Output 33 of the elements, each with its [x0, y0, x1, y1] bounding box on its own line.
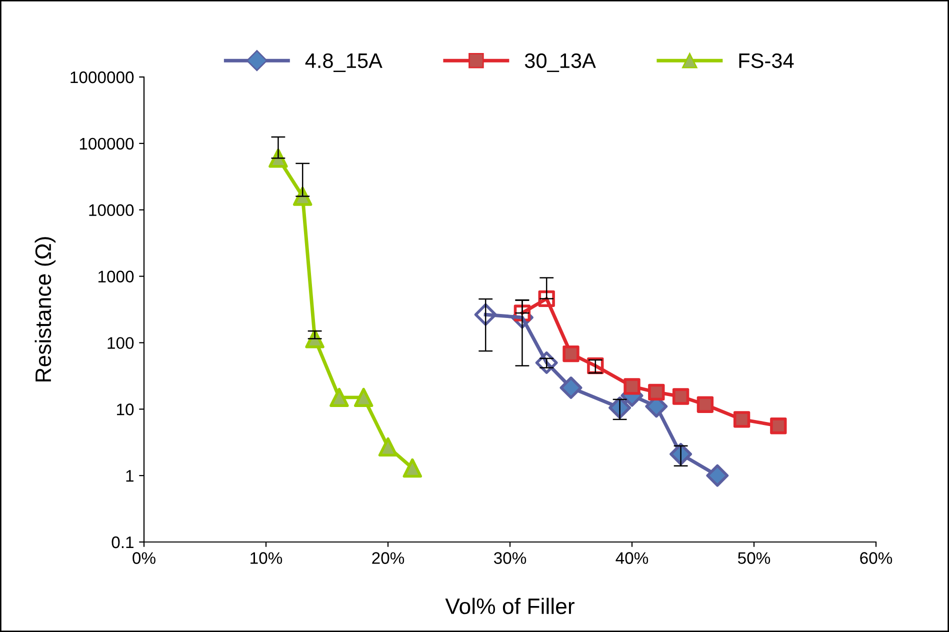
legend-label: FS-34: [739, 53, 794, 68]
legend-label: 30_13A: [524, 53, 596, 72]
point: [624, 378, 640, 395]
point: [706, 464, 729, 487]
x-tick-label: 10%: [250, 552, 282, 564]
y-tick-label: 10: [117, 404, 134, 416]
y-tick-label: 100000: [80, 138, 134, 150]
point: [560, 376, 582, 399]
point: [354, 388, 374, 408]
x-tick-label: 50%: [738, 552, 770, 564]
point: [733, 411, 750, 428]
x-tick-label: 40%: [616, 552, 648, 564]
point: [330, 388, 349, 408]
x-tick-label: 0%: [132, 552, 156, 564]
y-tick-label: 0.1: [112, 536, 134, 548]
y-tick-label: 1000: [98, 270, 134, 282]
point: [648, 384, 665, 401]
x-tick-label: 30%: [494, 552, 526, 564]
y-tick-label: 1: [126, 470, 134, 482]
y-tick-label: 1000000: [70, 71, 134, 84]
y-tick-label: 10000: [89, 204, 134, 216]
x-axis-title: Vol% of Filler: [445, 598, 574, 614]
y-axis-title: Resistance (Ω): [34, 237, 56, 382]
x-tick-label: 60%: [860, 552, 892, 564]
point: [696, 396, 714, 413]
point: [402, 458, 422, 478]
legend-label: 4.8_15A: [305, 53, 382, 72]
x-tick-label: 20%: [372, 552, 404, 564]
y-tick-label: 100: [108, 337, 134, 349]
point: [672, 388, 690, 405]
point: [378, 437, 398, 457]
point: [770, 418, 787, 434]
point: [562, 346, 580, 362]
